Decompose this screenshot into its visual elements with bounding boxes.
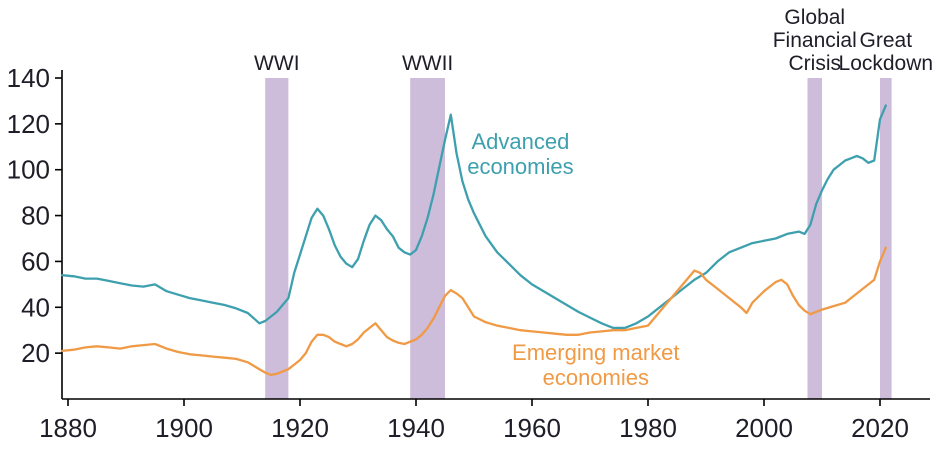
x-tick-label: 1960 [503, 413, 561, 443]
x-tick-label: 1940 [387, 413, 445, 443]
y-tick-label: 140 [7, 63, 50, 93]
event-band [265, 78, 289, 399]
event-band-label: WWI [254, 52, 299, 75]
series-label-advanced: economies [467, 154, 573, 179]
event-band-label: Financial [773, 29, 857, 52]
y-tick-label: 100 [7, 155, 50, 185]
event-band [807, 78, 822, 399]
x-tick-label: 1980 [619, 413, 677, 443]
y-tick-label: 40 [21, 292, 50, 322]
event-band [880, 78, 892, 399]
y-tick-label: 60 [21, 246, 50, 276]
event-band-label: Crisis [789, 52, 842, 75]
event-band-label: Lockdown [839, 52, 934, 75]
series-label-emerging: economies [543, 365, 649, 390]
series-label-advanced: Advanced [471, 129, 569, 154]
x-tick-label: 1920 [271, 413, 329, 443]
event-band [410, 78, 445, 399]
x-tick-label: 1900 [155, 413, 213, 443]
event-band-label: Global [784, 6, 845, 29]
series-line-emerging [61, 246, 887, 377]
series-line-advanced [61, 104, 887, 330]
event-band-label: Great [860, 29, 913, 52]
series-label-emerging: Emerging market [512, 340, 680, 365]
x-tick-label: 2020 [851, 413, 909, 443]
x-tick-label: 2000 [735, 413, 793, 443]
y-tick-label: 120 [7, 109, 50, 139]
y-tick-label: 80 [21, 201, 50, 231]
x-tick-label: 1880 [39, 413, 97, 443]
event-band-label: WWII [402, 52, 453, 75]
y-tick-label: 20 [21, 338, 50, 368]
